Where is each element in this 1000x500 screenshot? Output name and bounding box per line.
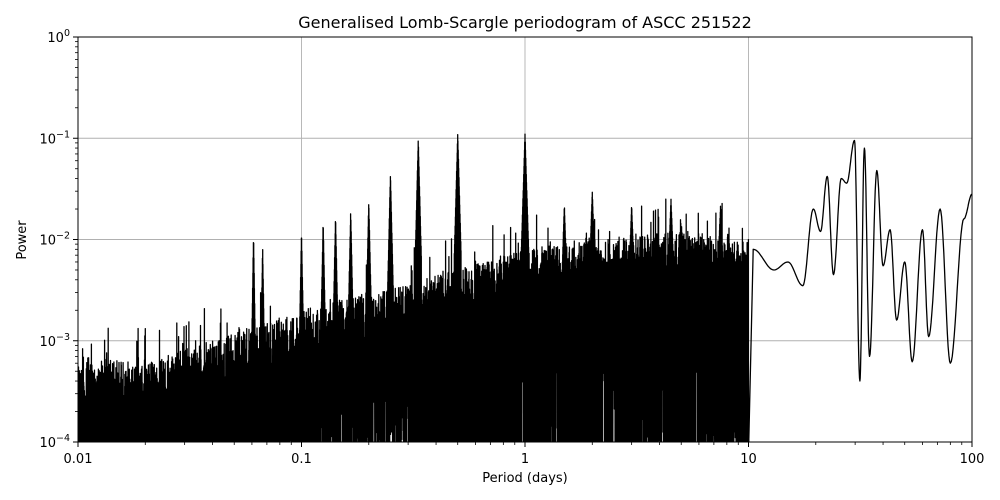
y-tick-label: 10−2: [39, 231, 70, 249]
x-tick-label: 0.01: [64, 452, 93, 467]
x-tick-label: 1: [521, 452, 529, 467]
x-axis-label: Period (days): [482, 471, 568, 486]
x-tick-label: 0.1: [291, 452, 312, 467]
y-tick-label: 10−3: [39, 332, 70, 350]
x-tick-label: 100: [960, 452, 985, 467]
x-tick-label: 10: [740, 452, 757, 467]
y-tick-label: 10−4: [39, 433, 70, 451]
y-tick-label: 10−1: [39, 129, 70, 147]
y-tick-label: 100: [47, 28, 70, 46]
y-axis-label: Power: [15, 220, 30, 260]
x-axis-ticks: 0.01 0.1 1 10 100: [64, 442, 985, 467]
y-axis-ticks: 10−4 10−3 10−2 10−1 100: [39, 28, 78, 451]
periodogram-line: [78, 133, 972, 442]
chart-title: Generalised Lomb-Scargle periodogram of …: [298, 13, 752, 32]
